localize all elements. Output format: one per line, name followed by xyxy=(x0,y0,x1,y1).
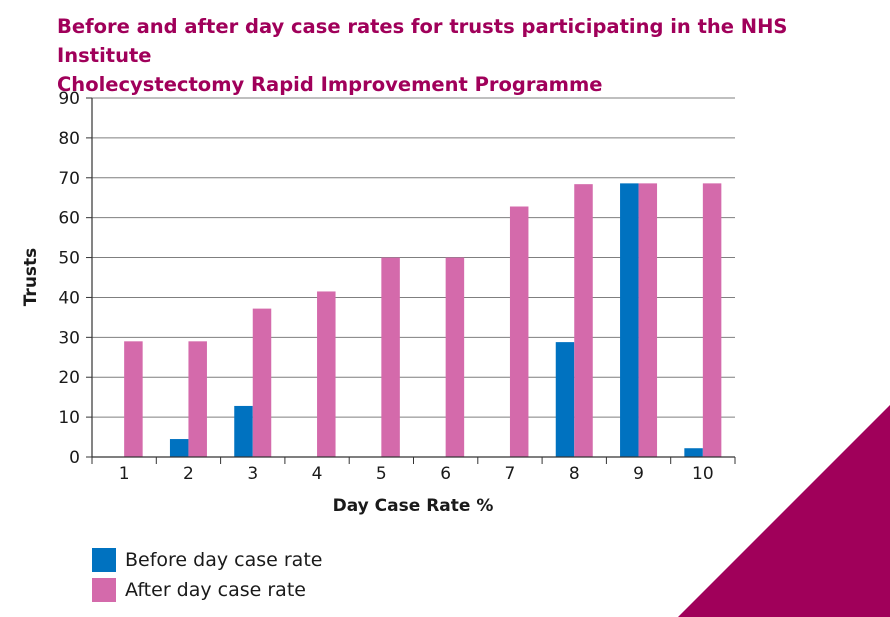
x-tick-label: 1 xyxy=(119,464,130,484)
axes: 0 10 20 30 40 50 60 70 80 90 1 2 3 4 5 6 7 8 9 10 xyxy=(58,89,736,484)
x-tick-label: 10 xyxy=(692,464,714,484)
x-tick-label: 8 xyxy=(569,464,580,484)
bar-after xyxy=(252,308,272,457)
y-tick-label: 40 xyxy=(58,288,80,308)
x-tick-label: 6 xyxy=(440,464,451,484)
x-axis-title: Day Case Rate % xyxy=(333,496,494,516)
chart-title-line-2: Cholecystectomy Rapid Improvement Progra… xyxy=(57,73,603,96)
y-tick-label: 70 xyxy=(58,169,80,189)
bars xyxy=(124,183,722,457)
y-tick-label: 90 xyxy=(58,89,80,109)
x-tick-label: 7 xyxy=(505,464,516,484)
y-tick-label: 0 xyxy=(69,448,80,468)
legend-label-before: Before day case rate xyxy=(125,549,323,571)
bar-before xyxy=(234,405,253,457)
y-tick-label: 60 xyxy=(58,209,80,229)
bar-after xyxy=(124,341,143,457)
legend-swatch-after xyxy=(92,578,116,602)
y-axis-title: Trusts xyxy=(21,248,41,307)
y-tick-label: 10 xyxy=(58,408,80,428)
bar-after xyxy=(574,184,593,457)
legend-label-after: After day case rate xyxy=(125,579,306,601)
bar-after xyxy=(317,291,336,457)
x-tick-label: 3 xyxy=(247,464,258,484)
chart-title: Before and after day case rates for trus… xyxy=(57,12,877,99)
legend-item-before: Before day case rate xyxy=(92,545,322,575)
legend-item-after: After day case rate xyxy=(92,575,322,605)
y-tick-label: 20 xyxy=(58,368,80,388)
bar-after xyxy=(188,341,207,457)
y-tick-label: 80 xyxy=(58,129,80,149)
legend: Before day case rate After day case rate xyxy=(92,545,322,605)
x-tick-label: 2 xyxy=(183,464,194,484)
legend-swatch-before xyxy=(92,548,116,572)
x-tick-label: 9 xyxy=(633,464,644,484)
bar-before xyxy=(555,342,575,457)
bar-before xyxy=(684,448,703,457)
bar-after xyxy=(702,183,722,457)
y-tick-label: 30 xyxy=(58,328,80,348)
x-tick-label: 5 xyxy=(376,464,387,484)
bar-before xyxy=(620,183,639,457)
bar-after xyxy=(509,206,529,457)
bar-after xyxy=(381,257,400,457)
x-tick-label: 4 xyxy=(312,464,323,484)
bar-after xyxy=(445,257,465,457)
corner-triangle xyxy=(678,405,890,617)
bar-before xyxy=(169,439,189,457)
bar-after xyxy=(638,183,658,457)
chart-title-line-1: Before and after day case rates for trus… xyxy=(57,15,788,67)
y-tick-label: 50 xyxy=(58,249,80,269)
